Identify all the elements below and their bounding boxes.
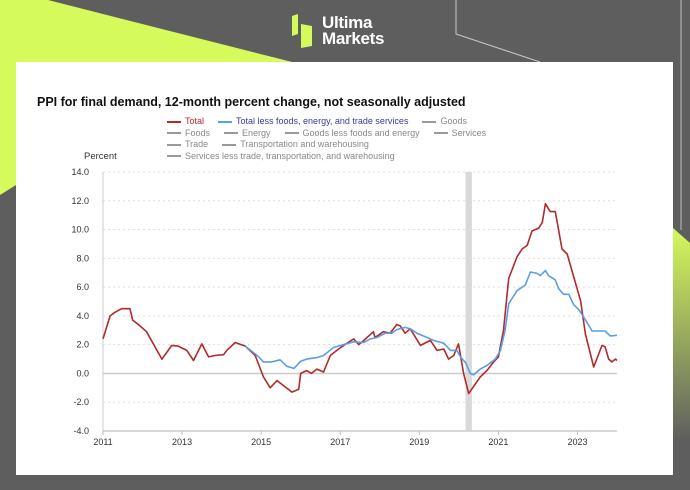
legend-item-goods-less[interactable]: Goods less foods and energy (284, 128, 420, 140)
decor-line (455, 0, 541, 63)
x-tick-label: 2019 (409, 437, 429, 447)
legend-item-trade[interactable]: Trade (167, 139, 208, 151)
y-tick-label: 4.0 (76, 311, 89, 321)
y-tick-label: -4.0 (73, 426, 89, 436)
brand-line1: Ultima (322, 13, 373, 32)
x-tick-label: 2013 (172, 437, 192, 447)
y-tick-label: 12.0 (71, 196, 89, 206)
y-tick-label: 6.0 (76, 282, 89, 292)
y-axis-label: Percent (84, 151, 117, 162)
y-tick-label: 14.0 (71, 167, 89, 177)
brand-logo: Ultima Markets (292, 14, 384, 48)
legend-item-services[interactable]: Services (433, 128, 486, 140)
y-tick-label: -2.0 (73, 397, 89, 407)
legend-item-total[interactable]: Total (167, 116, 204, 128)
legend: Total Total less foods, energy, and trad… (167, 116, 486, 162)
chart-title: PPI for final demand, 12-month percent c… (37, 95, 466, 109)
y-tick-label: 0.0 (76, 368, 89, 378)
y-tick-label: 2.0 (76, 340, 89, 350)
accent-shape-top-left (0, 0, 300, 195)
x-tick-label: 2015 (251, 437, 271, 447)
x-tick-label: 2023 (567, 437, 587, 447)
legend-item-energy[interactable]: Energy (224, 128, 271, 140)
chart-panel (16, 62, 673, 475)
recession-band (465, 172, 472, 431)
y-tick-label: 8.0 (76, 253, 89, 263)
x-tick-label: 2011 (93, 437, 112, 447)
series-total-line (102, 202, 618, 395)
legend-item-goods[interactable]: Goods (422, 116, 467, 128)
logo-icon (292, 14, 312, 48)
x-tick-label: 2017 (330, 437, 350, 447)
legend-item-services-less[interactable]: Services less trade, transportation, and… (167, 151, 395, 163)
brand-line2: Markets (322, 29, 385, 48)
legend-item-foods[interactable]: Foods (167, 128, 210, 140)
accent-shape-right (673, 228, 690, 440)
x-tick-label: 2021 (488, 437, 508, 447)
y-tick-label: 10.0 (71, 225, 89, 235)
legend-item-transportation[interactable]: Transportation and warehousing (222, 139, 369, 151)
legend-item-core[interactable]: Total less foods, energy, and trade serv… (218, 116, 408, 128)
series-core-line (244, 269, 618, 376)
